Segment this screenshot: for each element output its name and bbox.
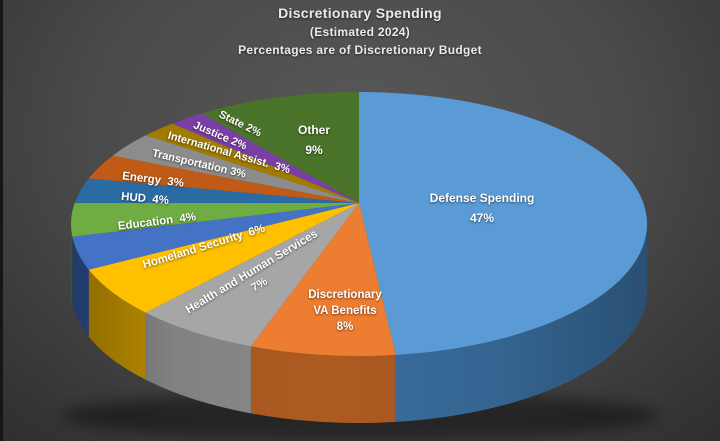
pie-wall-shading (71, 224, 647, 423)
pie-slice-energy (74, 178, 359, 203)
pie-slice-other (201, 92, 359, 203)
pie-slice-international (112, 135, 359, 203)
pie-slice-hhs (145, 203, 359, 347)
pie-top-surface (70, 92, 648, 357)
pie-slice-hud (70, 202, 359, 237)
pie-slice-state (172, 113, 359, 203)
pie-slice-homeland (88, 203, 359, 313)
pie-slice-education (72, 203, 359, 270)
pie-slice-va (250, 203, 396, 357)
chart-title-block: Discretionary Spending (Estimated 2024) … (0, 5, 720, 57)
chart-note: Percentages are of Discretionary Budget (238, 43, 482, 57)
slide-left-edge (0, 0, 3, 441)
pie-slice-justice (145, 123, 359, 203)
chart-title: Discretionary Spending (278, 5, 442, 21)
pie-side-walls (71, 224, 647, 424)
pie-slice-transportation (88, 155, 359, 203)
pie-slice-defense (359, 92, 648, 355)
chart-subtitle: (Estimated 2024) (309, 25, 411, 39)
